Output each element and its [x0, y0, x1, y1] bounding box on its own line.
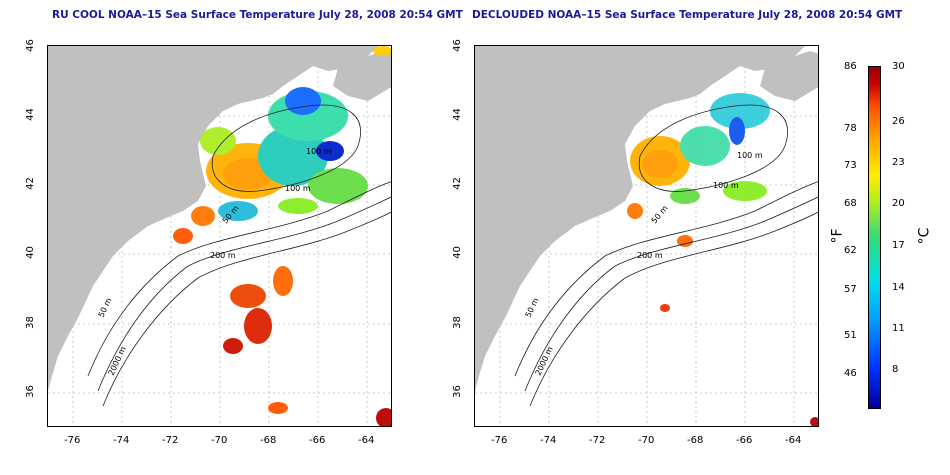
fahrenheit-label: 68 [844, 198, 857, 209]
y-tick: 44 [451, 108, 463, 121]
y-tick: 42 [451, 177, 463, 190]
celsius-label: 23 [892, 157, 905, 168]
celsius-label: 17 [892, 240, 905, 251]
contour-label: 50 m [650, 204, 670, 226]
x-tick: -66 [309, 435, 326, 446]
fahrenheit-label: 46 [844, 368, 857, 379]
x-tick: -72 [589, 435, 606, 446]
y-tick: 36 [451, 385, 463, 398]
contour-label: 200 m [637, 251, 663, 260]
y-tick: 36 [24, 385, 36, 398]
fahrenheit-label: 86 [844, 61, 857, 72]
x-tick: -76 [64, 435, 81, 446]
right-panel-title: DECLOUDED NOAA–15 Sea Surface Temperatur… [472, 9, 903, 21]
contour-label: 2000 m [534, 345, 555, 377]
x-tick: -74 [113, 435, 130, 446]
x-tick: -76 [491, 435, 508, 446]
x-tick: -70 [638, 435, 655, 446]
left-map-graphics: 100 m 50 m 200 m 50 m 2000 m 100 m [48, 46, 391, 426]
x-tick: -72 [162, 435, 179, 446]
contour-label: 100 m [713, 181, 739, 190]
celsius-label: 30 [892, 61, 905, 72]
x-tick: -64 [785, 435, 802, 446]
celsius-label: 20 [892, 198, 905, 209]
celsius-label: 11 [892, 323, 905, 334]
fahrenheit-unit-label: °F [829, 228, 846, 244]
x-tick: -70 [211, 435, 228, 446]
x-tick: -66 [736, 435, 753, 446]
fahrenheit-label: 51 [844, 330, 857, 341]
y-tick: 38 [451, 316, 463, 329]
contour-label: 100 m [306, 147, 332, 156]
left-panel-title: RU COOL NOAA–15 Sea Surface Temperature … [52, 9, 463, 21]
celsius-label: 14 [892, 282, 905, 293]
contour-label: 50 m [524, 296, 541, 319]
celsius-unit-label: °C [916, 227, 933, 245]
temperature-colorbar [868, 66, 881, 409]
y-tick: 38 [24, 316, 36, 329]
right-map-graphics: 100 m 50 m 200 m 50 m 2000 m 100 m [475, 46, 818, 426]
contour-label: 2000 m [107, 345, 128, 377]
y-tick: 46 [24, 39, 36, 52]
contour-label: 100 m [285, 184, 311, 193]
fahrenheit-label: 78 [844, 123, 857, 134]
left-sst-map: 100 m 50 m 200 m 50 m 2000 m 100 m [47, 45, 392, 427]
y-tick: 44 [24, 108, 36, 121]
fahrenheit-label: 57 [844, 284, 857, 295]
y-tick: 40 [451, 246, 463, 259]
contour-label: 200 m [210, 251, 236, 260]
y-tick: 42 [24, 177, 36, 190]
right-sst-map: 100 m 50 m 200 m 50 m 2000 m 100 m [474, 45, 819, 427]
fahrenheit-label: 62 [844, 245, 857, 256]
celsius-label: 26 [892, 116, 905, 127]
contour-label: 100 m [737, 151, 763, 160]
x-tick: -74 [540, 435, 557, 446]
x-tick: -64 [358, 435, 375, 446]
contour-label: 50 m [97, 296, 114, 319]
y-tick: 46 [451, 39, 463, 52]
y-tick: 40 [24, 246, 36, 259]
x-tick: -68 [260, 435, 277, 446]
fahrenheit-label: 73 [844, 160, 857, 171]
x-tick: -68 [687, 435, 704, 446]
celsius-label: 8 [892, 364, 899, 375]
